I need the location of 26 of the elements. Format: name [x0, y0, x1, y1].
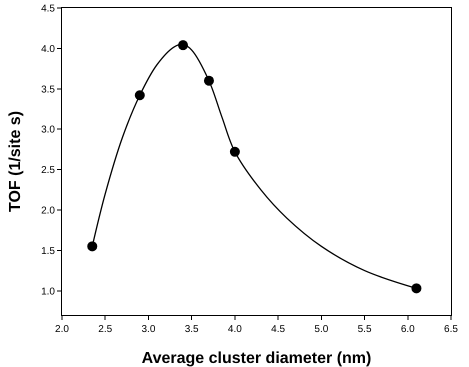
y-tick-label: 4.5 [41, 4, 56, 14]
point [134, 90, 145, 100]
x-tick-label: 4.0 [228, 324, 242, 335]
y-tick-label: 1.5 [41, 246, 56, 257]
y-axis-title: TOF (1/site s) [7, 110, 24, 212]
point [204, 76, 214, 86]
x-tick-label: 6.5 [444, 324, 458, 335]
y-tick-label: 3.0 [41, 124, 56, 136]
point [230, 146, 240, 157]
x-tick-label: 2.0 [55, 324, 70, 335]
y-tick-label: 2.0 [41, 205, 56, 216]
y-tick-label: 2.5 [41, 165, 56, 176]
x-axis-title: Average cluster diameter (nm) [142, 350, 372, 367]
x-tick-label: 2.5 [98, 324, 113, 335]
y-tick-label: 3.5 [41, 84, 56, 96]
x-tick-label: 3.5 [184, 324, 200, 335]
y-tick-label: 1.0 [41, 286, 56, 298]
x-tick-label: 4.5 [271, 324, 286, 335]
point [411, 283, 422, 294]
x-tick-label: 3.0 [141, 324, 156, 335]
x-tick-label: 5.0 [314, 324, 329, 335]
x-tick-label: 5.5 [358, 324, 372, 335]
y-tick-label: 4.0 [41, 44, 56, 55]
x-tick-label: 6.0 [400, 324, 416, 335]
point [178, 40, 188, 50]
point [87, 241, 98, 252]
